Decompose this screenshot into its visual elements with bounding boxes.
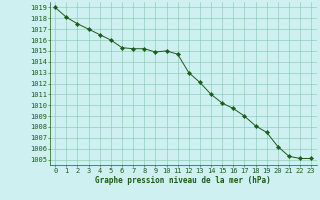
X-axis label: Graphe pression niveau de la mer (hPa): Graphe pression niveau de la mer (hPa) (95, 176, 271, 185)
